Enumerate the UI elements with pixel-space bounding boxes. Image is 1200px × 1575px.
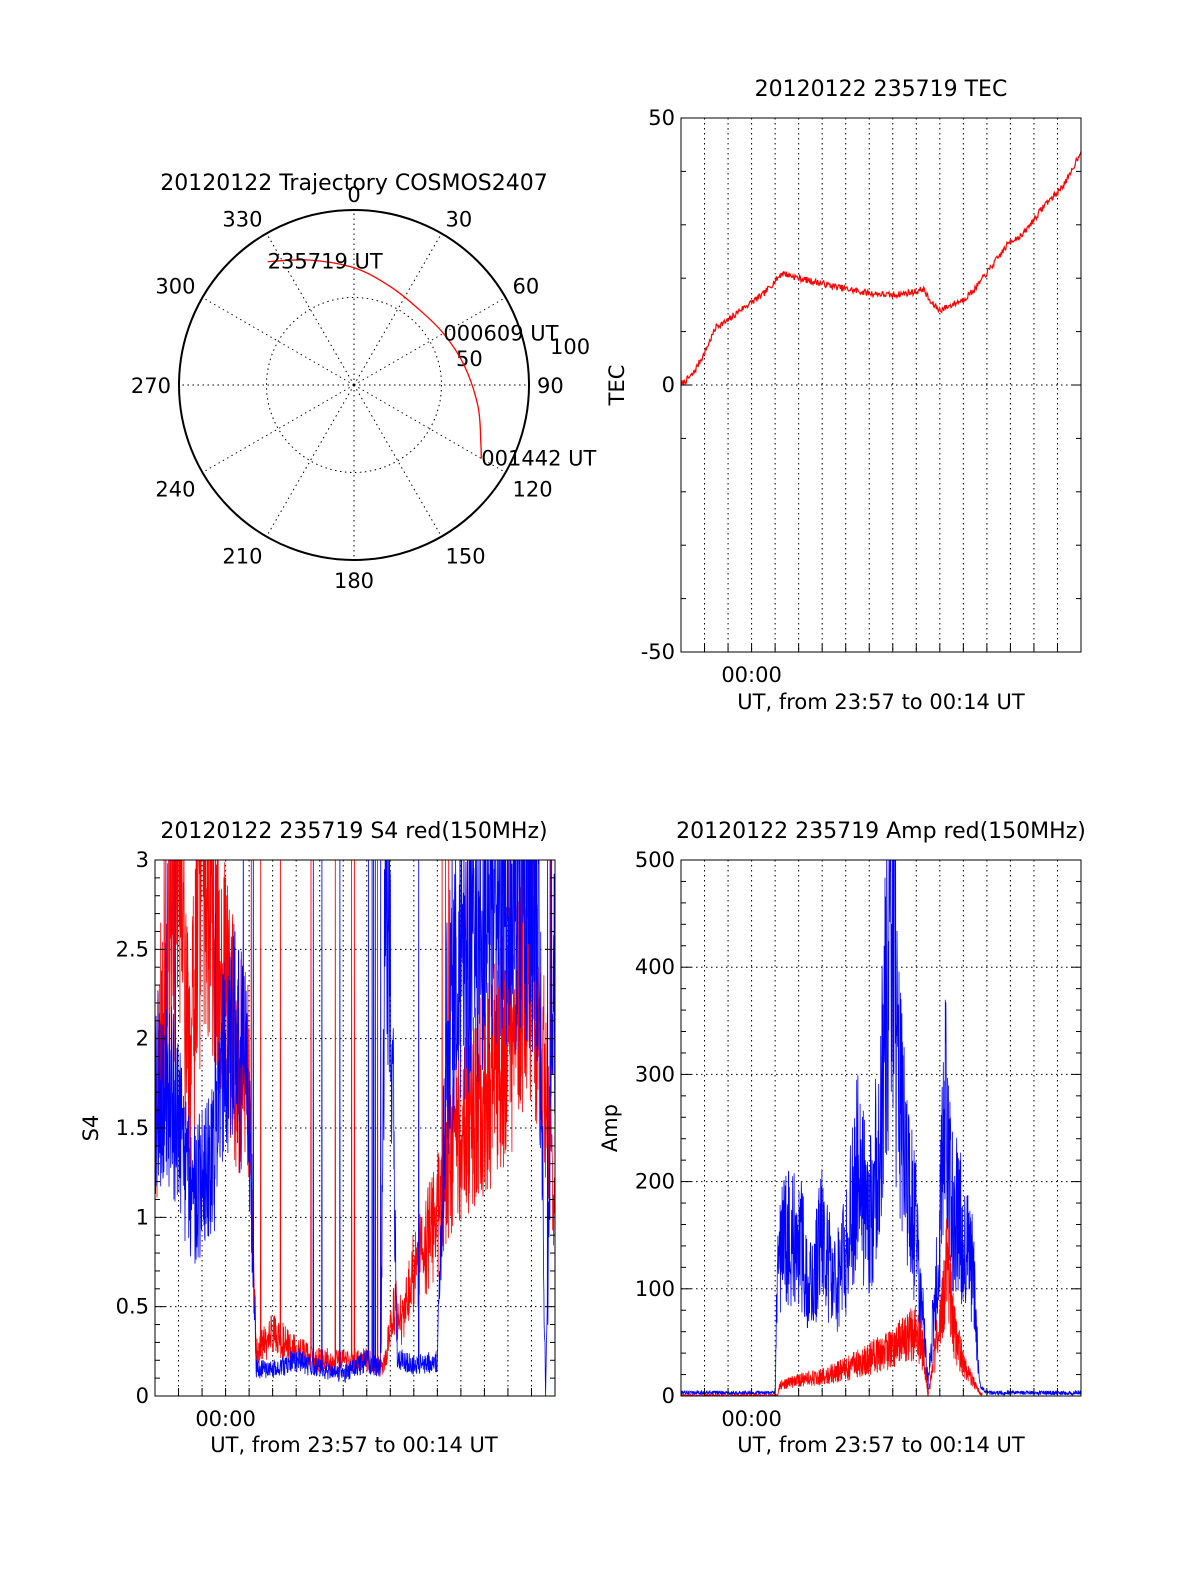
y-tick-label: 50: [648, 106, 675, 130]
polar-radial-tick: 100: [550, 335, 590, 359]
series-group: [681, 860, 1081, 1396]
polar-time-annotation: 000609 UT: [443, 321, 558, 345]
s4-series-line: [155, 860, 555, 1396]
polar-grid: [178, 209, 530, 561]
tec-title: 20120122 235719 TEC: [755, 77, 1008, 102]
polar-angle-tick: 270: [131, 374, 171, 398]
x-tick-label: 00:00: [721, 663, 782, 687]
s4-title: 20120122 235719 S4 red(150MHz): [160, 819, 547, 844]
y-tick-label: 1: [136, 1205, 149, 1229]
amp-series-line: [681, 860, 1081, 1396]
y-tick-label: 0: [136, 1384, 149, 1408]
polar-angle-tick: 330: [222, 208, 262, 232]
y-tick-label: 0: [662, 1384, 675, 1408]
polar-angle-tick: 90: [537, 374, 564, 398]
plot-frame: [680, 859, 1082, 1397]
y-tick-label: 2.5: [116, 937, 149, 961]
y-tick-label: 0: [662, 373, 675, 397]
polar-spoke: [202, 384, 355, 473]
s4-chart: 20120122 235719 S4 red(150MHz) UT, from …: [79, 819, 556, 1457]
tec-ylabel: TEC: [605, 365, 629, 407]
polar-spoke: [202, 297, 355, 386]
polar-angle-tick: 180: [334, 569, 374, 593]
y-tick-label: 3: [136, 848, 149, 872]
polar-angle-tick: 240: [155, 478, 195, 502]
polar-angle-tick: 210: [222, 544, 262, 568]
amp-xlabel: UT, from 23:57 to 00:14 UT: [737, 1433, 1025, 1457]
polar-angle-tick: 0: [347, 183, 360, 207]
y-tick-label: 300: [635, 1062, 675, 1086]
s4-series-line: [155, 860, 555, 1377]
polar-angle-tick: 300: [155, 275, 195, 299]
polar-title: 20120122 Trajectory COSMOS2407: [160, 171, 547, 196]
amp-title: 20120122 235719 Amp red(150MHz): [676, 819, 1086, 844]
polar-spoke: [353, 384, 442, 537]
x-tick-label: 00:00: [721, 1407, 782, 1431]
y-tick-label: 1.5: [116, 1116, 149, 1140]
polar-angle-tick: 60: [512, 275, 539, 299]
polar-gridcircle-50: [266, 297, 442, 473]
y-tick-label: 400: [635, 955, 675, 979]
s4-ylabel: S4: [79, 1115, 103, 1142]
polar-angle-labels: 0 30 60 90 120 150 180 210 240 270 300 330 50 100: [131, 183, 590, 593]
s4-xlabel: UT, from 23:57 to 00:14 UT: [210, 1433, 498, 1457]
tec-chart: 20120122 235719 TEC UT, from 23:57 to 00…: [605, 77, 1082, 714]
series-group: [681, 151, 1081, 387]
polar-angle-tick: 120: [512, 478, 552, 502]
polar-series: 235719 UT 000609 UT 001442 UT: [267, 250, 597, 471]
polar-trajectory-chart: 20120122 Trajectory COSMOS2407 0 30 60 90 12…: [131, 171, 597, 593]
x-tick-label: 00:00: [195, 1407, 256, 1431]
polar-angle-tick: 150: [446, 544, 486, 568]
polar-spoke: [266, 384, 355, 537]
polar-trajectory-line: [267, 259, 482, 459]
y-tick-label: 100: [635, 1277, 675, 1301]
amp-ylabel: Amp: [598, 1104, 622, 1152]
polar-spoke: [266, 233, 355, 386]
y-tick-label: -50: [641, 640, 675, 664]
polar-outer-circle: [178, 209, 530, 561]
y-tick-label: 0.5: [116, 1295, 149, 1319]
tec-xlabel: UT, from 23:57 to 00:14 UT: [737, 690, 1025, 714]
y-tick-label: 2: [136, 1027, 149, 1051]
series-group: [155, 860, 555, 1396]
polar-spoke: [353, 384, 506, 473]
polar-spoke: [353, 297, 506, 386]
y-tick-label: 200: [635, 1170, 675, 1194]
amp-chart: 20120122 235719 Amp red(150MHz) UT, from…: [598, 819, 1086, 1457]
tec-series-line: [681, 151, 1081, 387]
polar-radial-tick: 50: [456, 347, 483, 371]
polar-time-annotation: 001442 UT: [481, 447, 596, 471]
polar-angle-tick: 30: [446, 208, 473, 232]
polar-time-annotation: 235719 UT: [268, 250, 383, 274]
polar-spoke: [353, 233, 442, 386]
y-tick-label: 500: [635, 848, 675, 872]
